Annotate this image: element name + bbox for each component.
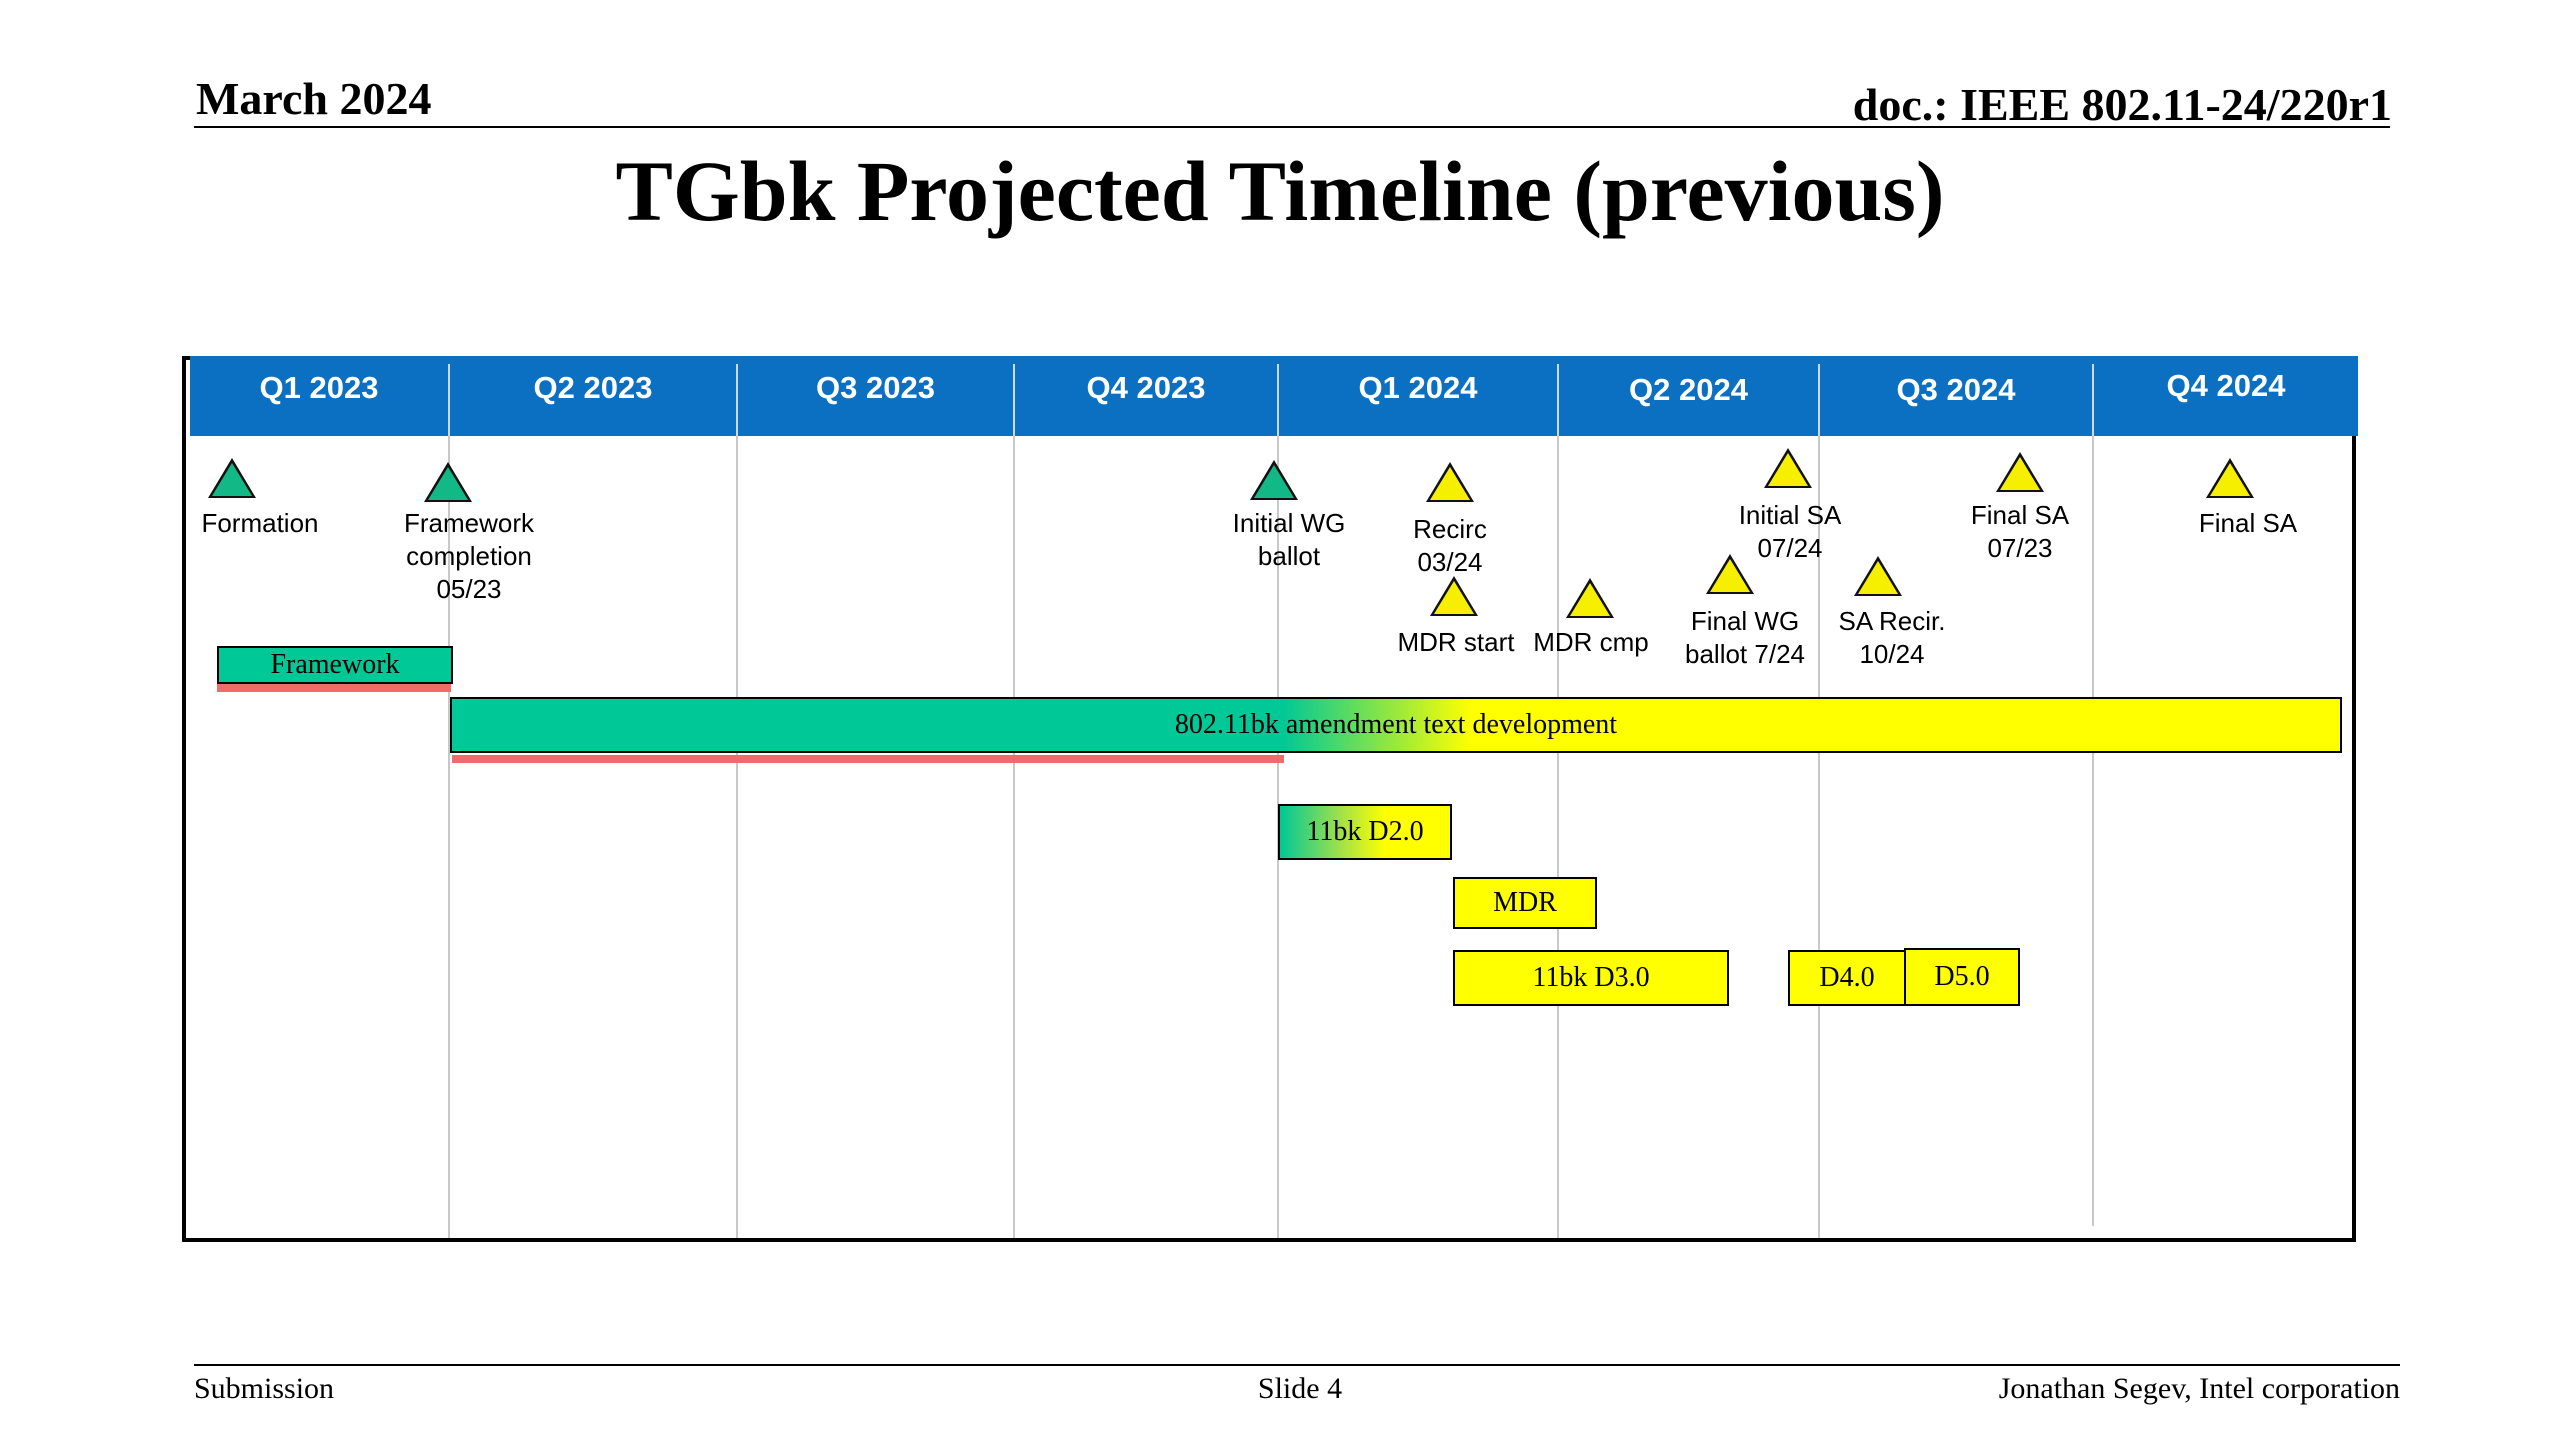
quarter-label-q3-2024: Q3 2024 bbox=[1896, 372, 2016, 407]
milestone-triangle-final-sa-0723 bbox=[1996, 452, 2044, 492]
milestone-label-final-sa: Final SA bbox=[2198, 508, 2298, 538]
header-rule bbox=[194, 126, 2390, 128]
quarter-gridline bbox=[1557, 436, 1559, 1238]
quarter-label-q2-2024: Q2 2024 bbox=[1629, 372, 1748, 407]
milestone-triangle-initial-sa bbox=[1764, 448, 1812, 488]
milestone-label-sa-recir: SA Recir. 10/24 bbox=[1838, 606, 1946, 669]
milestone-triangle-initial-wg-ballot bbox=[1250, 460, 1298, 500]
quarter-label-q2-2023: Q2 2023 bbox=[533, 370, 653, 405]
bar-d5: D5.0 bbox=[1904, 948, 2020, 1006]
quarter-gridline bbox=[736, 436, 738, 1238]
bar-framework: Framework bbox=[217, 646, 453, 684]
quarter-separator bbox=[1818, 364, 1820, 436]
milestone-label-final-wg-ballot: Final WG ballot 7/24 bbox=[1685, 606, 1805, 669]
milestone-label-initial-sa: Initial SA 07/24 bbox=[1738, 500, 1842, 563]
quarter-separator bbox=[736, 364, 738, 436]
milestone-label-formation: Formation bbox=[201, 508, 319, 538]
milestone-triangle-final-sa bbox=[2206, 458, 2254, 498]
milestone-label-mdr-cmp: MDR cmp bbox=[1533, 627, 1649, 657]
footer-rule bbox=[194, 1364, 2400, 1366]
progress-line-framework bbox=[217, 684, 451, 692]
milestone-label-framework-completion: Framework completion 05/23 bbox=[403, 508, 534, 604]
footer-author: Jonathan Segev, Intel corporation bbox=[1998, 1372, 2400, 1405]
milestone-label-initial-wg-ballot: Initial WG ballot bbox=[1232, 508, 1346, 571]
footer-slide-number: Slide 4 bbox=[1257, 1372, 1343, 1405]
quarter-label-q4-2024: Q4 2024 bbox=[2166, 368, 2286, 403]
quarter-gridline bbox=[448, 436, 450, 1238]
quarter-separator bbox=[1557, 364, 1559, 436]
quarter-header-band bbox=[190, 356, 2358, 436]
milestone-triangle-mdr-cmp bbox=[1566, 578, 1614, 618]
footer-submission: Submission bbox=[194, 1372, 335, 1405]
bar-amendment-text-development: 802.11bk amendment text development bbox=[450, 697, 2342, 753]
quarter-separator bbox=[1277, 364, 1279, 436]
milestone-triangle-final-wg-ballot bbox=[1706, 554, 1754, 594]
quarter-gridline bbox=[1818, 436, 1820, 1238]
quarter-separator bbox=[448, 364, 450, 436]
progress-line-amendment-text bbox=[452, 755, 1284, 763]
milestone-triangle-mdr-start bbox=[1430, 576, 1478, 616]
quarter-label-q4-2023: Q4 2023 bbox=[1086, 370, 1206, 405]
milestone-label-recirc: Recirc 03/24 bbox=[1413, 514, 1487, 577]
header-date: March 2024 bbox=[196, 73, 432, 124]
header-doc-id: doc.: IEEE 802.11-24/220r1 bbox=[1852, 79, 2392, 130]
quarter-gridline bbox=[1013, 436, 1015, 1238]
quarter-separator bbox=[1013, 364, 1015, 436]
bar-11bk-d3: 11bk D3.0 bbox=[1453, 950, 1729, 1006]
milestone-triangle-recirc bbox=[1426, 462, 1474, 502]
quarter-label-q1-2024: Q1 2024 bbox=[1358, 370, 1478, 405]
slide-title: TGbk Projected Timeline (previous) bbox=[615, 143, 1945, 239]
bar-11bk-d2: 11bk D2.0 bbox=[1278, 804, 1452, 860]
milestone-label-final-sa-0723: Final SA 07/23 bbox=[1970, 500, 2070, 563]
milestone-triangle-framework-completion bbox=[424, 462, 472, 502]
milestone-label-mdr-start: MDR start bbox=[1397, 627, 1515, 657]
quarter-gridline bbox=[2092, 436, 2094, 1226]
quarter-label-q1-2023: Q1 2023 bbox=[259, 370, 379, 405]
milestone-triangle-formation bbox=[208, 458, 256, 498]
bar-d4: D4.0 bbox=[1788, 950, 1906, 1006]
milestone-triangle-sa-recir bbox=[1854, 556, 1902, 596]
quarter-label-q3-2023: Q3 2023 bbox=[816, 370, 935, 405]
bar-mdr: MDR bbox=[1453, 877, 1597, 929]
quarter-separator bbox=[2092, 364, 2094, 436]
